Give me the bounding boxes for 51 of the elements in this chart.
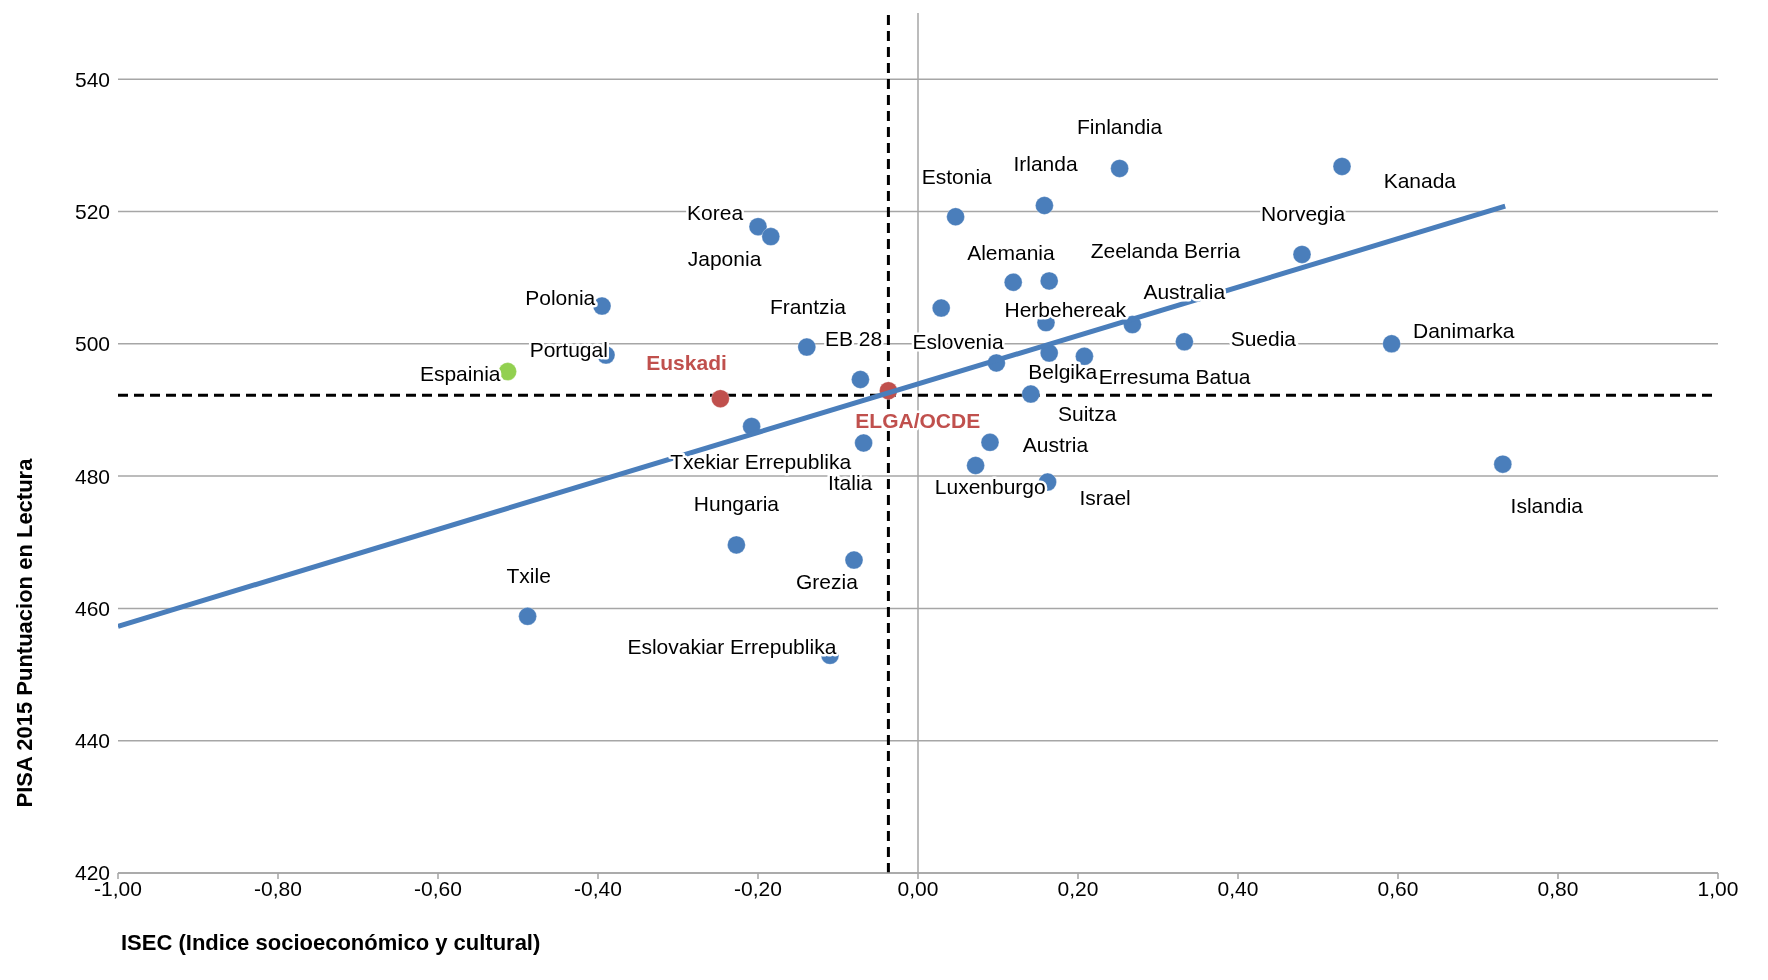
data-label: Suedia — [1230, 326, 1297, 350]
x-tick-label: 0,20 — [1057, 876, 1099, 900]
x-tick-label: 0,40 — [1217, 876, 1259, 900]
x-tick-label: -0,60 — [414, 876, 462, 900]
data-label: Belgika — [1028, 359, 1098, 383]
data-label: Irlanda — [1013, 152, 1078, 176]
data-label: Israel — [1079, 486, 1131, 510]
x-tick-label: -0,20 — [734, 876, 782, 900]
data-label: Herbehereak — [1004, 297, 1127, 321]
data-label: Txekiar Errepublika — [670, 449, 852, 473]
data-label: Frantzia — [770, 294, 847, 318]
data-label: Zeelanda Berria — [1090, 238, 1241, 262]
data-label: Espainia — [419, 362, 501, 386]
data-label: Korea — [687, 200, 744, 224]
data-label: Hungaria — [693, 491, 780, 515]
data-label: Suitza — [1058, 401, 1117, 425]
data-label: Txile — [506, 564, 551, 588]
data-label: Austria — [1022, 433, 1089, 457]
data-label: Polonia — [525, 285, 596, 309]
data-label: Erresuma Batua — [1098, 365, 1251, 389]
x-tick-label: 1,00 — [1697, 876, 1739, 900]
y-tick-label: 480 — [74, 464, 110, 488]
data-label: Estonia — [921, 164, 993, 188]
data-label: Italia — [827, 470, 873, 494]
x-tick-label: -0,40 — [574, 876, 622, 900]
x-tick-label: -0,80 — [254, 876, 302, 900]
data-label: Islandia — [1510, 494, 1584, 518]
data-label: EB 28 — [825, 327, 883, 351]
x-tick-label: 0,80 — [1537, 876, 1579, 900]
data-label: Finlandia — [1076, 115, 1163, 139]
y-tick-label: 500 — [74, 332, 110, 356]
y-tick-label: 520 — [74, 199, 110, 223]
data-label: Portugal — [529, 337, 608, 361]
x-axis-title: ISEC (Indice socioeconómico y cultural) — [121, 930, 541, 955]
data-label: Eslovakiar Errepublika — [627, 634, 837, 658]
data-label: Norvegia — [1261, 202, 1346, 226]
data-label: Luxenburgo — [934, 475, 1046, 499]
data-label: Japonia — [687, 246, 762, 270]
data-label: Alemania — [967, 241, 1056, 265]
data-label: Danimarka — [1413, 318, 1515, 342]
y-tick-label: 440 — [74, 729, 110, 753]
data-label: Euskadi — [646, 351, 727, 375]
y-tick-label: 540 — [74, 67, 110, 91]
data-label: Australia — [1143, 280, 1226, 304]
y-tick-label: 460 — [74, 596, 110, 620]
x-tick-label: 0,60 — [1377, 876, 1419, 900]
data-label: Kanada — [1383, 168, 1457, 192]
x-tick-label: 0,00 — [897, 876, 939, 900]
data-label: Grezia — [796, 570, 859, 594]
y-axis-title: PISA 2015 Puntuacion en Lectura — [11, 457, 37, 808]
data-label: Eslovenia — [912, 330, 1004, 354]
